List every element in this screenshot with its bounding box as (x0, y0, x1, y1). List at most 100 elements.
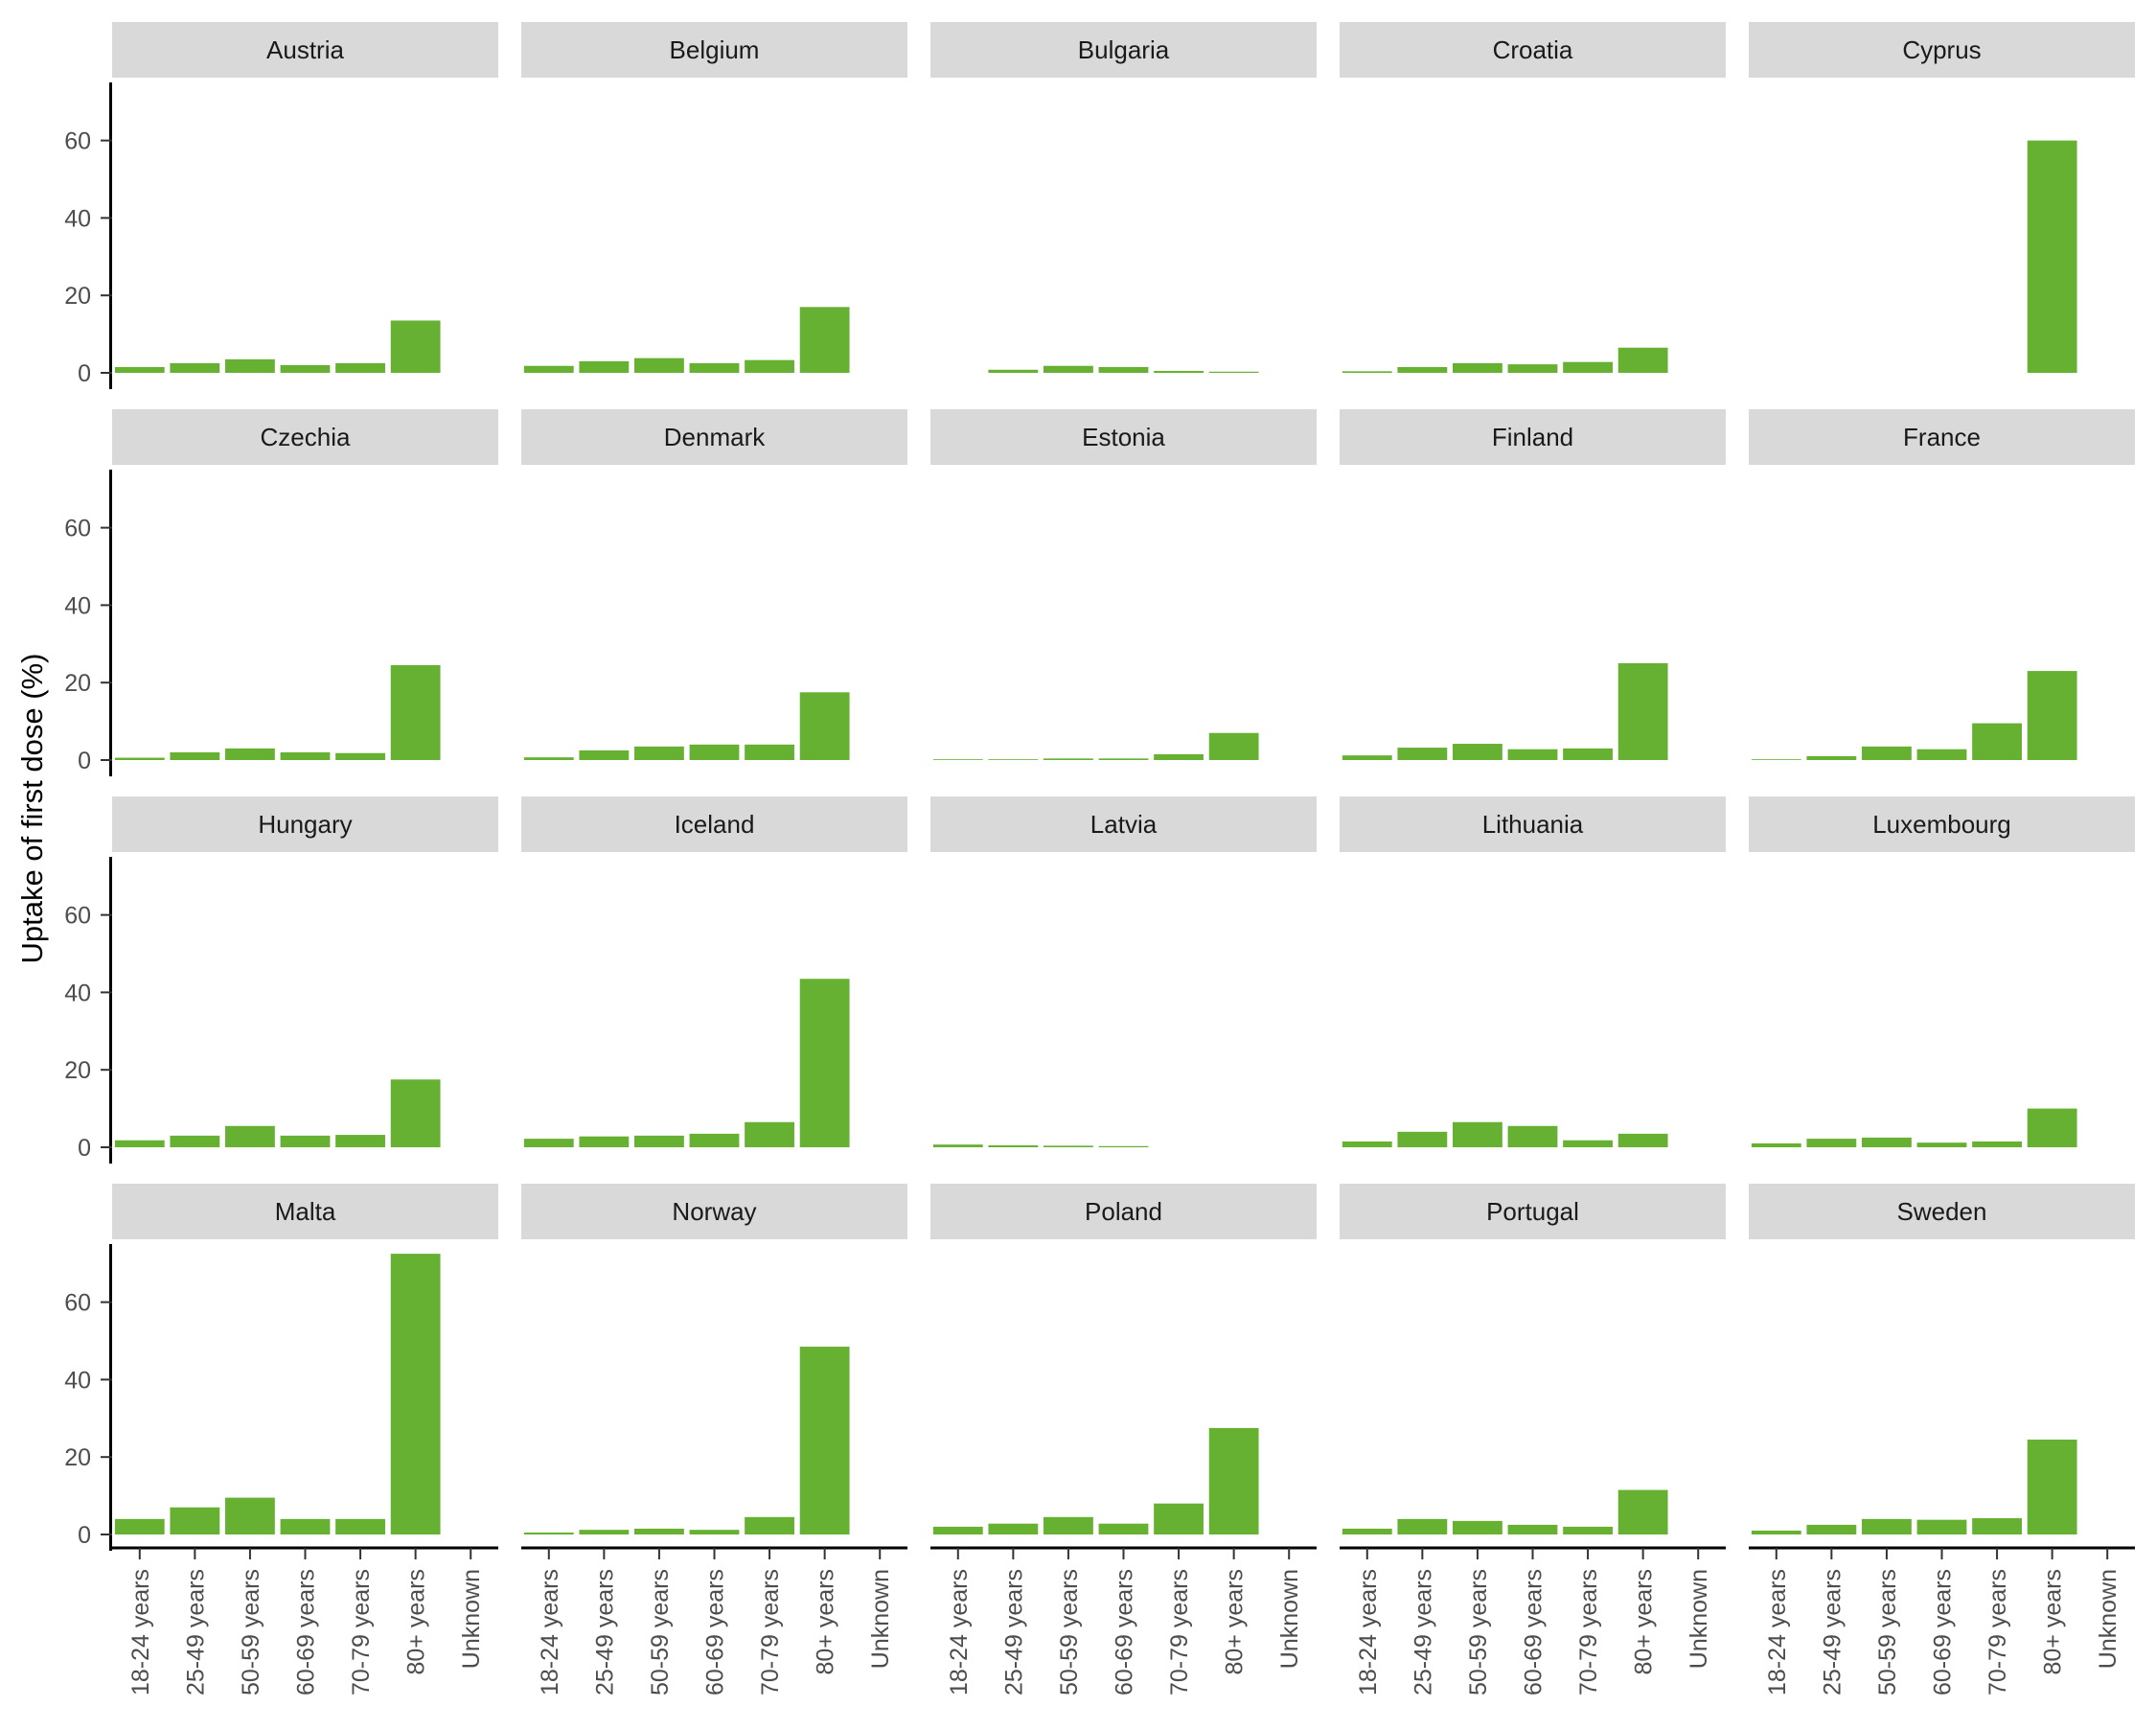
y-tick-label-1-20: 20 (64, 670, 91, 697)
bar-norway-5 (799, 1347, 850, 1534)
y-tick-label-1-0: 0 (78, 748, 91, 774)
x-tick-label-portugal-5: 80+ years (1631, 1569, 1658, 1675)
bar-france-2 (1862, 746, 1912, 760)
x-tick-label-portugal-1: 25-49 years (1410, 1569, 1436, 1695)
bar-luxembourg-4 (1972, 1141, 2022, 1147)
bar-iceland-4 (745, 1121, 794, 1147)
facet-label-bulgaria: Bulgaria (1078, 35, 1170, 64)
bar-malta-2 (225, 1497, 275, 1534)
bar-croatia-0 (1342, 371, 1392, 373)
bar-czechia-5 (390, 665, 441, 760)
facet-label-austria: Austria (266, 35, 344, 64)
bar-latvia-2 (1044, 1145, 1093, 1147)
bar-estonia-3 (1098, 758, 1149, 760)
x-tick-label-norway-4: 70-79 years (757, 1569, 784, 1695)
bar-denmark-0 (523, 757, 574, 760)
bar-finland-2 (1453, 744, 1502, 760)
facet-strip-iceland (521, 796, 907, 852)
facet-strip-austria (112, 22, 498, 78)
facet-strip-croatia (1340, 22, 1726, 78)
facet-strip-hungary (112, 796, 498, 852)
x-tick-label-portugal-4: 70-79 years (1575, 1569, 1602, 1695)
bar-luxembourg-1 (1806, 1139, 1857, 1147)
bar-finland-5 (1617, 663, 1668, 760)
x-tick-label-norway-2: 50-59 years (647, 1569, 674, 1695)
x-tick-label-portugal-2: 50-59 years (1465, 1569, 1492, 1695)
facet-label-hungary: Hungary (258, 810, 352, 839)
y-tick-label-1-60: 60 (64, 516, 91, 542)
bar-malta-5 (390, 1254, 441, 1534)
bar-bulgaria-5 (1208, 371, 1259, 373)
bar-estonia-2 (1044, 758, 1093, 760)
bar-iceland-5 (799, 979, 850, 1147)
x-tick-label-poland-0: 18-24 years (946, 1569, 973, 1695)
bar-lithuania-3 (1507, 1125, 1558, 1147)
x-tick-label-portugal-0: 18-24 years (1355, 1569, 1382, 1695)
y-tick-label-2-20: 20 (64, 1057, 91, 1084)
y-tick-label-2-0: 0 (78, 1135, 91, 1162)
facet-label-czechia: Czechia (261, 423, 351, 451)
facet-label-cyprus: Cyprus (1902, 35, 1981, 64)
bar-lithuania-1 (1397, 1131, 1448, 1147)
bar-france-3 (1916, 749, 1967, 760)
facet-strip-sweden (1749, 1184, 2135, 1239)
bar-austria-2 (225, 358, 275, 373)
bar-france-5 (2027, 671, 2077, 760)
x-tick-label-sweden-0: 18-24 years (1764, 1569, 1791, 1695)
bar-norway-4 (745, 1516, 794, 1534)
bar-norway-1 (579, 1530, 630, 1534)
bar-croatia-3 (1507, 364, 1558, 373)
bar-finland-0 (1342, 755, 1392, 760)
facet-label-denmark: Denmark (664, 423, 766, 451)
bar-sweden-2 (1862, 1518, 1912, 1534)
facet-label-belgium: Belgium (670, 35, 760, 64)
bar-portugal-0 (1342, 1528, 1392, 1534)
bar-luxembourg-2 (1862, 1137, 1912, 1147)
bar-denmark-5 (799, 692, 850, 760)
bar-denmark-4 (745, 744, 794, 760)
x-tick-label-poland-3: 60-69 years (1112, 1569, 1138, 1695)
y-tick-label-3-60: 60 (64, 1290, 91, 1317)
x-tick-label-poland-4: 70-79 years (1166, 1569, 1193, 1695)
bar-bulgaria-3 (1098, 366, 1149, 373)
bar-belgium-0 (523, 365, 574, 373)
y-axis-title: Uptake of first dose (%) (15, 654, 49, 964)
bar-denmark-2 (634, 746, 684, 760)
bar-luxembourg-5 (2027, 1108, 2077, 1147)
facet-strip-luxembourg (1749, 796, 2135, 852)
bar-hungary-1 (170, 1135, 220, 1147)
facet-label-norway: Norway (672, 1197, 756, 1226)
bar-belgium-4 (745, 359, 794, 373)
bar-poland-0 (932, 1526, 983, 1534)
x-tick-label-malta-5: 80+ years (403, 1569, 430, 1675)
facet-strip-estonia (930, 409, 1317, 465)
bar-norway-3 (689, 1530, 740, 1534)
bar-latvia-3 (1098, 1145, 1149, 1147)
x-tick-label-norway-1: 25-49 years (591, 1569, 618, 1695)
bar-estonia-1 (988, 759, 1039, 760)
bar-cyprus-5 (2027, 140, 2077, 373)
bar-czechia-0 (114, 757, 165, 760)
bar-belgium-3 (689, 362, 740, 373)
y-tick-label-1-40: 40 (64, 592, 91, 619)
facet-strip-malta (112, 1184, 498, 1239)
facet-label-portugal: Portugal (1486, 1197, 1579, 1226)
facet-label-latvia: Latvia (1090, 810, 1158, 839)
facet-label-lithuania: Lithuania (1482, 810, 1584, 839)
x-tick-label-malta-0: 18-24 years (127, 1569, 154, 1695)
bar-poland-1 (988, 1523, 1039, 1534)
bar-belgium-5 (799, 307, 850, 373)
y-tick-label-0-0: 0 (78, 360, 91, 387)
bar-finland-4 (1563, 748, 1613, 760)
x-tick-label-poland-1: 25-49 years (1000, 1569, 1027, 1695)
bar-latvia-1 (988, 1144, 1039, 1147)
x-tick-label-portugal-6: Unknown (1686, 1569, 1712, 1669)
bar-croatia-4 (1563, 361, 1613, 373)
x-tick-label-portugal-3: 60-69 years (1521, 1569, 1548, 1695)
x-tick-label-norway-6: Unknown (867, 1569, 894, 1669)
bar-finland-1 (1397, 748, 1448, 760)
facet-label-france: France (1903, 423, 1981, 451)
x-tick-label-poland-2: 50-59 years (1056, 1569, 1083, 1695)
bar-austria-0 (114, 366, 165, 373)
bar-hungary-5 (390, 1079, 441, 1147)
